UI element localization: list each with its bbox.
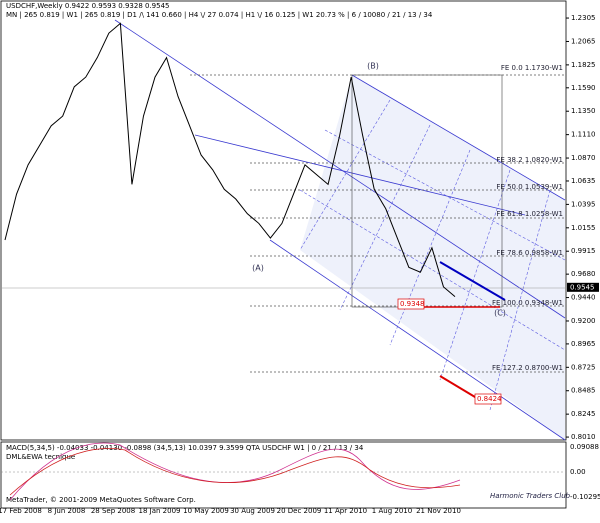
current-price-box: [567, 282, 599, 292]
main-frame: [0, 0, 567, 441]
wave-label: (C): [494, 309, 506, 318]
indicator-tick: 0.00: [570, 468, 586, 476]
x-tick-label: 11 Apr 2010: [324, 507, 367, 515]
header-line1: USDCHF,Weekly 0.9422 0.9593 0.9328 0.954…: [6, 2, 170, 10]
y-tick-label: 1.1590: [571, 84, 596, 92]
trend-marks: [420, 261, 506, 401]
y-tick-label: 0.9440: [571, 294, 596, 302]
y-tick-label: 0.9200: [571, 317, 596, 325]
fib-label: FE 78.6 0.9858-W1: [496, 249, 563, 257]
fib-lines: [1, 74, 565, 373]
y-tick-label: 1.0635: [571, 177, 596, 185]
fib-label: FE 50.0 1.0539-W1: [496, 183, 563, 191]
signature: Harmonic Traders Club: [490, 492, 571, 500]
x-tick-label: 1 Aug 2010: [372, 507, 412, 515]
indicator-frame: [0, 441, 567, 509]
y-tick-label: 0.8725: [571, 363, 596, 371]
y-tick-label: 0.8965: [571, 340, 596, 348]
x-tick-label: 10 May 2009: [183, 507, 229, 515]
price-line: [4, 22, 456, 297]
y-tick-label: 1.2305: [571, 14, 596, 22]
header-line2: MN | 265 0.819 | W1 | 265 0.819 | D1 /\ …: [6, 11, 433, 19]
y-tick-label: 0.8010: [571, 433, 596, 441]
y-tick-label: 1.2065: [571, 37, 596, 45]
indicator-tick: 0.09088: [570, 443, 599, 451]
y-tick-label: 1.1110: [571, 131, 596, 139]
channel-lines: [114, 19, 566, 441]
x-tick-label: 20 Dec 2009: [277, 507, 322, 515]
fib-label: FE 100.0 0.9348-W1: [492, 299, 563, 307]
x-tick-label: 8 Jun 2008: [48, 507, 86, 515]
indicator-title: MACD(5,34,5) -0.04033 -0.04130 -0.0898 (…: [6, 444, 364, 452]
x-tick-label: 28 Sep 2008: [91, 507, 135, 515]
x-tick-label: 17 Feb 2008: [0, 507, 42, 515]
y-tick-label: 1.1825: [571, 61, 596, 69]
x-tick-label: 30 Aug 2009: [230, 507, 275, 515]
x-tick-label: 18 Jan 2009: [139, 507, 181, 515]
y-tick-label: 0.8245: [571, 410, 596, 418]
y-tick-label: 1.1350: [571, 107, 596, 115]
y-tick-label: 0.9680: [571, 270, 596, 278]
y-tick-label: 0.8485: [571, 387, 596, 395]
fib-label: FE 127.2 0.8700-W1: [492, 364, 563, 372]
channel-fill: [300, 75, 565, 440]
price-box: [397, 298, 425, 310]
y-tick-label: 1.0870: [571, 154, 596, 162]
x-tick-label: 21 Nov 2010: [416, 507, 461, 515]
indicator-subtitle: DML&EWA tecnique: [6, 453, 75, 461]
y-tick-label: 1.0155: [571, 224, 596, 232]
current-price-label: 0.9545: [570, 283, 595, 291]
y-tick-label: 1.0395: [571, 200, 596, 208]
fib-label: FE 0.0 1.1730-W1: [501, 64, 563, 72]
fib-label: FE 38.2 1.0820-W1: [496, 156, 563, 164]
price-box-label: 0.9348: [400, 300, 425, 308]
y-tick-label: 0.9915: [571, 247, 596, 255]
wave-label: (A): [252, 264, 264, 273]
indicator-curves: [1, 442, 565, 501]
fib-label: FE 61.8 1.0258-W1: [496, 210, 563, 218]
wave-label: (B): [367, 62, 379, 71]
indicator-tick: -0.10295: [570, 493, 600, 501]
price-box: [474, 393, 502, 405]
copyright: MetaTrader, © 2001-2009 MetaQuotes Softw…: [6, 496, 196, 504]
price-box-label: 0.8424: [477, 395, 502, 403]
